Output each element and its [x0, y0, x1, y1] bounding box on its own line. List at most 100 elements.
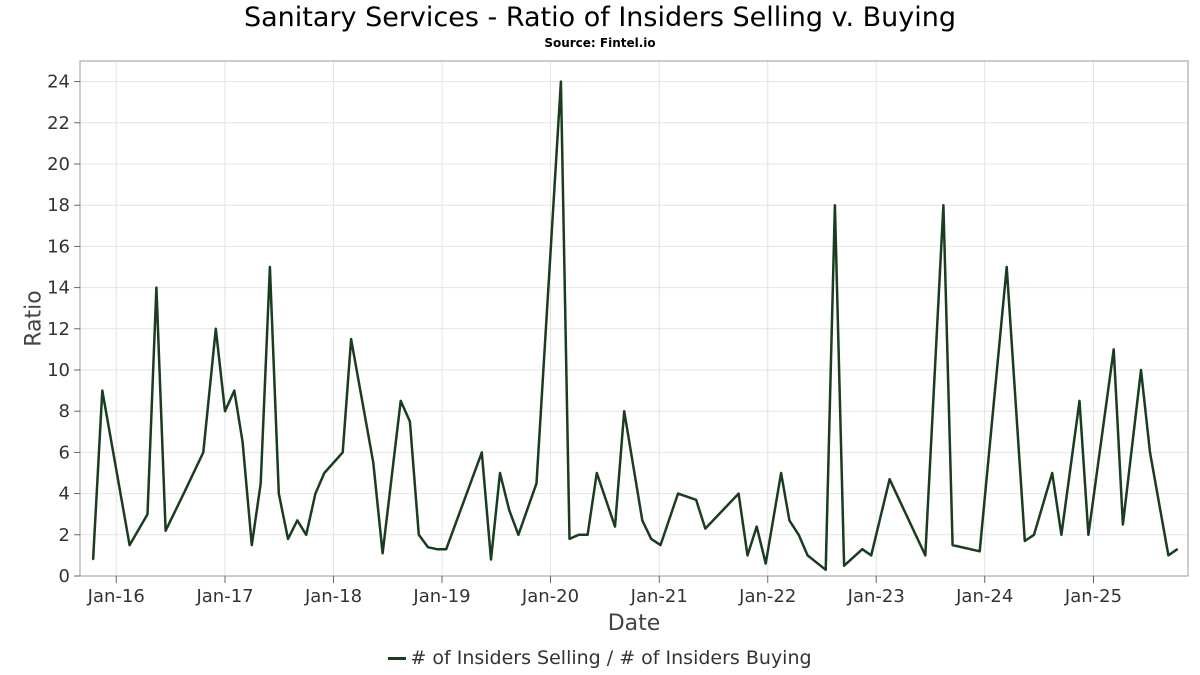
- data-point: [704, 527, 707, 530]
- data-point: [287, 538, 289, 540]
- data-point: [797, 534, 800, 536]
- data-point: [399, 400, 402, 402]
- data-point: [164, 529, 167, 532]
- data-point: [508, 509, 511, 511]
- y-tick-label: 22: [47, 113, 70, 134]
- data-point: [942, 204, 945, 206]
- data-point: [623, 410, 625, 413]
- data-point: [951, 544, 954, 546]
- data-point: [614, 525, 616, 528]
- x-tick-label: Jan-24: [955, 586, 1013, 607]
- data-point: [1051, 472, 1053, 474]
- y-tick-label: 12: [47, 319, 70, 340]
- data-point: [834, 204, 836, 206]
- data-point: [233, 389, 236, 392]
- x-axis-label: Date: [608, 611, 661, 636]
- series-layer: [91, 80, 1179, 572]
- x-tick-label: Jan-21: [630, 586, 688, 607]
- data-point: [824, 569, 827, 571]
- x-tick-label: Jan-17: [195, 586, 253, 607]
- data-point: [323, 472, 326, 474]
- data-point: [755, 525, 758, 528]
- data-point: [305, 534, 308, 536]
- x-tick-label: Jan-20: [521, 586, 579, 607]
- data-point: [737, 492, 740, 495]
- legend-swatch: [388, 656, 407, 660]
- data-point: [1033, 534, 1035, 536]
- data-point: [445, 548, 448, 550]
- data-point: [269, 266, 271, 268]
- y-tick-label: 2: [59, 525, 70, 546]
- series-line: [91, 80, 1179, 572]
- data-point: [259, 482, 262, 485]
- x-tick-label: Jan-16: [87, 586, 145, 607]
- data-point: [1122, 523, 1124, 526]
- data-point: [427, 546, 429, 548]
- y-tick-label: 0: [59, 566, 70, 587]
- x-tick-label: Jan-22: [738, 586, 796, 607]
- data-point: [517, 534, 520, 536]
- data-point: [1140, 369, 1142, 371]
- data-point: [182, 492, 185, 495]
- data-point: [577, 534, 580, 536]
- y-tick-label: 24: [47, 72, 70, 93]
- data-point: [659, 544, 662, 546]
- data-point: [146, 513, 149, 515]
- data-point: [499, 472, 501, 474]
- data-point: [535, 482, 538, 485]
- data-point: [92, 558, 94, 561]
- y-tick-label: 14: [47, 278, 70, 299]
- data-point: [677, 492, 679, 495]
- data-point: [641, 519, 644, 522]
- data-point: [215, 328, 217, 330]
- data-point: [436, 548, 438, 550]
- data-point: [861, 548, 864, 550]
- data-point: [202, 451, 205, 454]
- data-point: [568, 538, 571, 540]
- data-point: [888, 478, 891, 481]
- data-point: [843, 564, 845, 567]
- data-point: [372, 461, 375, 464]
- y-tick-label: 20: [47, 154, 70, 175]
- data-point: [870, 554, 872, 557]
- data-point: [596, 472, 598, 474]
- data-point: [381, 552, 384, 555]
- y-tick-label: 16: [47, 236, 70, 257]
- y-tick-label: 18: [47, 195, 70, 216]
- data-point: [251, 544, 253, 546]
- chart-subtitle: Source: Fintel.io: [544, 36, 656, 50]
- data-point: [924, 554, 927, 557]
- data-point: [481, 451, 483, 454]
- data-point: [101, 389, 104, 392]
- data-point: [1149, 451, 1151, 454]
- x-tick-label: Jan-23: [847, 586, 905, 607]
- y-tick-label: 10: [47, 360, 70, 381]
- data-point: [490, 558, 492, 561]
- data-point: [296, 519, 299, 522]
- y-tick-label: 4: [59, 484, 70, 505]
- data-point: [1024, 540, 1026, 542]
- data-point: [806, 554, 809, 557]
- legend: # of Insiders Selling / # of Insiders Bu…: [0, 647, 1200, 669]
- y-tick-label: 8: [59, 401, 70, 422]
- data-point: [746, 554, 749, 557]
- data-point: [586, 534, 589, 536]
- data-point: [1112, 348, 1115, 351]
- data-point: [341, 451, 344, 454]
- data-point: [978, 550, 981, 553]
- data-point: [650, 538, 652, 540]
- x-tick-label: Jan-25: [1064, 586, 1122, 607]
- data-point: [1167, 554, 1170, 557]
- data-point: [350, 338, 352, 340]
- data-point: [1005, 266, 1008, 268]
- data-point: [278, 492, 280, 495]
- data-point: [418, 534, 420, 536]
- data-point: [764, 562, 767, 565]
- data-point: [788, 519, 791, 522]
- data-point: [780, 472, 782, 474]
- data-point: [560, 80, 562, 83]
- data-point: [314, 492, 317, 495]
